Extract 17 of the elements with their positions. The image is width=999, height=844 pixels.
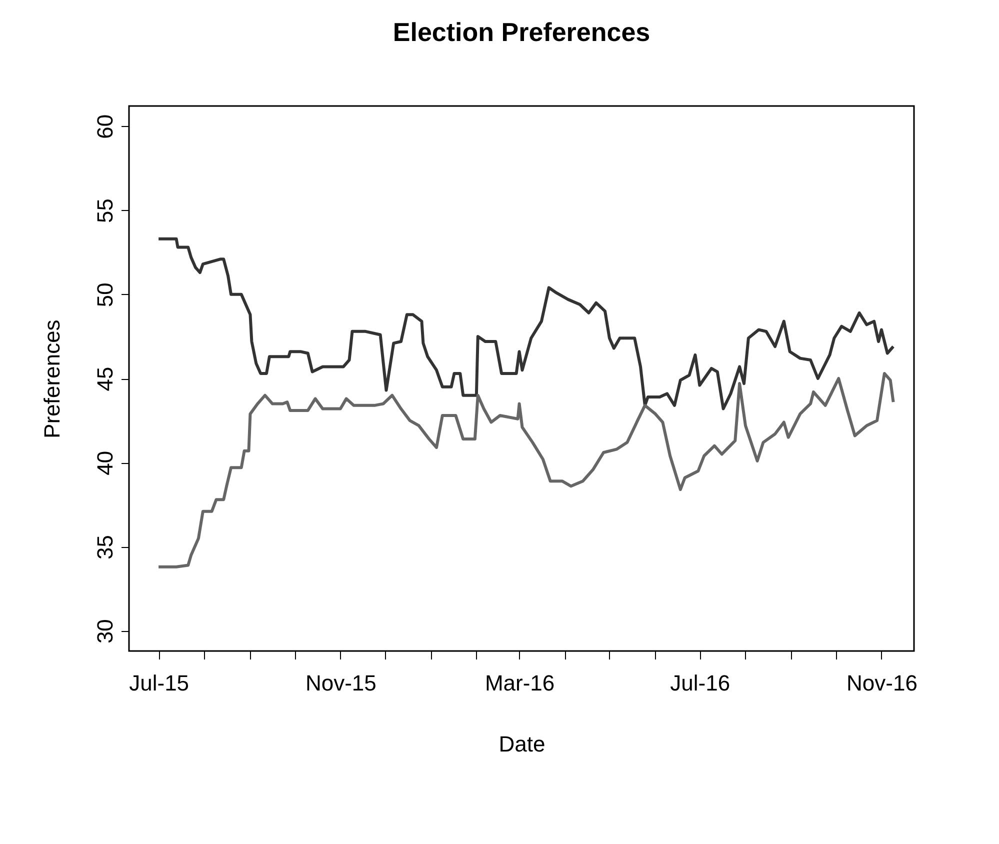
y-tick-label: 55 [92,198,118,224]
y-tick-label: 40 [92,450,118,476]
x-tick-label: Nov-15 [305,670,376,696]
y-tick-label: 35 [92,534,118,560]
x-axis-title: Date [498,732,546,756]
chart-title: Election Preferences [392,17,650,47]
line-series [157,237,895,410]
y-tick-label: 60 [92,114,118,139]
line-series [157,372,895,568]
y-axis-title: Preferences [40,320,64,438]
x-tick-label: Jul-15 [129,670,190,696]
y-tick-label: 45 [92,366,118,392]
y-tick-label: 50 [92,282,118,308]
x-tick-label: Nov-16 [846,670,918,696]
x-tick-label: Jul-16 [670,670,730,696]
y-tick-label: 30 [92,619,118,644]
x-tick-label: Mar-16 [484,670,555,696]
